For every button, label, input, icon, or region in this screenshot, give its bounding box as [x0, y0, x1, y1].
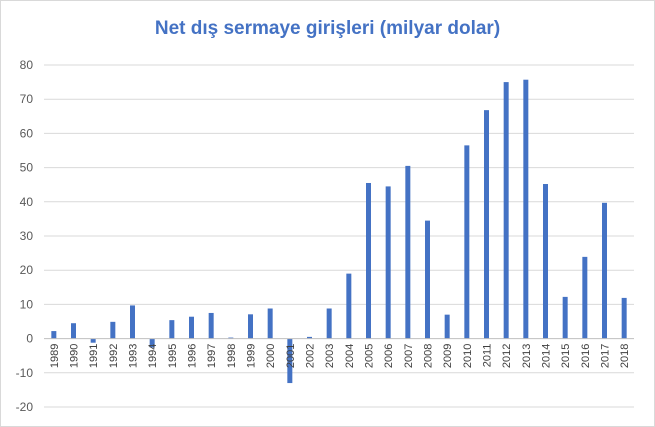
bar-1994	[149, 338, 155, 348]
x-tick-label: 2002	[305, 344, 317, 368]
bar-2006	[385, 186, 391, 339]
x-tick-label: 2004	[344, 344, 356, 368]
bar-2003	[326, 308, 332, 339]
x-tick-label: 1992	[108, 344, 120, 368]
bar-2013	[523, 79, 529, 339]
bar-2016	[582, 256, 588, 339]
bar-2010	[464, 145, 470, 339]
bar-2004	[346, 273, 352, 339]
bar-2012	[503, 82, 509, 339]
bar-1999	[248, 314, 253, 339]
x-tick-label: 2011	[482, 344, 494, 368]
bar-1998	[228, 337, 234, 339]
bar-2001	[287, 338, 293, 384]
bar-2018	[621, 297, 627, 339]
x-tick-label: 2006	[383, 344, 395, 368]
x-tick-label: 2008	[423, 344, 435, 368]
gridlines	[44, 64, 634, 408]
bars	[51, 79, 627, 384]
x-tick-label: 2018	[619, 344, 631, 368]
bar-1995	[169, 320, 175, 339]
bar-1991	[90, 338, 96, 343]
x-tick-label: 2013	[521, 344, 533, 368]
y-tick-label: 60	[20, 126, 34, 140]
bar-2002	[307, 336, 312, 339]
x-tick-label: 1999	[246, 344, 258, 368]
x-tick-label: 2000	[265, 344, 277, 368]
x-tick-label: 2003	[324, 344, 336, 368]
y-tick-label: 40	[20, 195, 34, 209]
x-tick-label: 2015	[560, 344, 572, 368]
x-tick-label: 2001	[285, 344, 297, 368]
y-axis-ticks: -20 -10 0 10 20 30 40 50 60 70 80	[16, 58, 34, 414]
y-tick-label: 30	[20, 229, 34, 243]
bar-2015	[562, 296, 568, 339]
x-tick-label: 2014	[541, 344, 553, 368]
x-tick-label: 1991	[88, 344, 100, 368]
y-tick-label: -10	[16, 366, 34, 380]
bar-2005	[366, 182, 371, 339]
bar-1992	[110, 321, 116, 339]
bar-1989	[51, 331, 57, 339]
bar-1996	[189, 316, 194, 339]
x-tick-label: 1998	[226, 344, 238, 368]
x-tick-label: 1993	[128, 344, 140, 368]
bar-2007	[405, 165, 411, 339]
x-tick-label: 2005	[364, 344, 376, 368]
x-tick-label: 2010	[462, 344, 474, 368]
bar-2008	[425, 220, 430, 339]
x-axis-ticks: 1989 1990 1991 1992 1993 1994 1995 1996 1997 1998…	[49, 344, 631, 368]
x-tick-label: 2012	[501, 344, 513, 368]
x-tick-label: 2017	[600, 344, 612, 368]
x-tick-label: 1990	[69, 344, 81, 368]
x-tick-label: 2007	[403, 344, 415, 368]
x-tick-label: 1996	[187, 344, 199, 368]
x-tick-label: 2016	[580, 344, 592, 368]
y-tick-label: 0	[26, 332, 33, 346]
bar-1990	[71, 323, 76, 339]
x-tick-label: 2009	[442, 344, 454, 368]
bar-2009	[444, 314, 450, 339]
bar-1993	[130, 305, 135, 339]
bar-2011	[484, 110, 489, 339]
y-tick-label: 50	[20, 161, 34, 175]
y-tick-label: -20	[16, 400, 34, 414]
y-tick-label: 20	[20, 263, 34, 277]
bar-2014	[543, 184, 548, 339]
x-tick-label: 1989	[49, 344, 61, 368]
x-tick-label: 1997	[206, 344, 218, 368]
x-tick-label: 1994	[147, 344, 159, 368]
bar-2000	[267, 308, 273, 339]
y-tick-label: 70	[20, 92, 34, 106]
x-tick-label: 1995	[167, 344, 179, 368]
bar-1997	[208, 312, 214, 339]
y-tick-label: 80	[20, 58, 34, 72]
bar-2017	[602, 202, 607, 339]
chart-title: Net dış sermaye girişleri (milyar dolar)	[154, 18, 501, 39]
y-tick-label: 10	[20, 297, 34, 311]
